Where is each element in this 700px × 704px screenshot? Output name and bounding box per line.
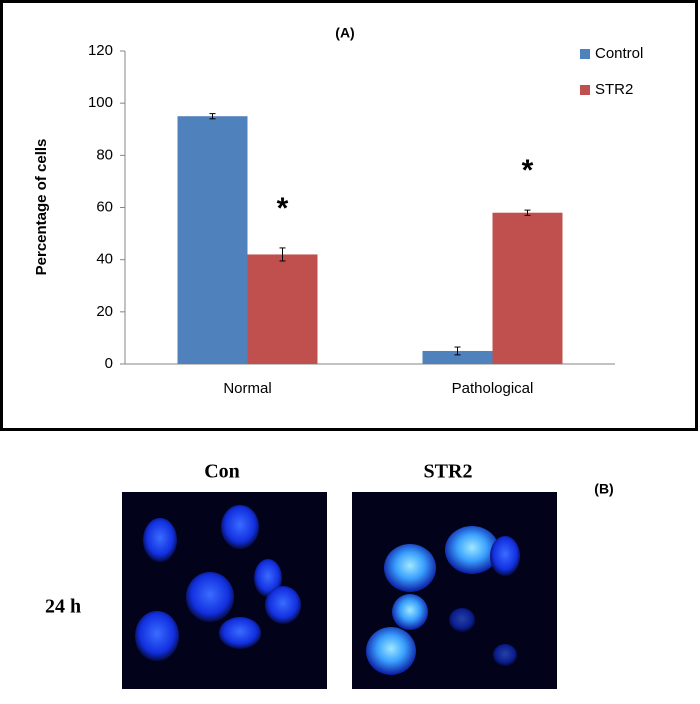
row-label: 24 h <box>45 596 81 618</box>
column-label: Con <box>204 461 240 483</box>
error-bar <box>524 209 531 216</box>
bar <box>492 212 563 364</box>
error-bar <box>454 346 461 356</box>
bar <box>247 254 318 364</box>
significance-mark: * <box>277 192 289 225</box>
x-tick-label: Normal <box>223 380 271 397</box>
error-bar <box>279 247 286 262</box>
chart-title: (A) <box>335 25 354 41</box>
y-tick-label: 80 <box>96 146 113 163</box>
bar <box>177 116 248 364</box>
x-tick-label: Pathological <box>452 380 534 397</box>
significance-mark: * <box>522 154 534 187</box>
legend-swatch <box>580 49 590 59</box>
panel-a-border <box>0 0 698 431</box>
micrograph-con <box>122 492 327 689</box>
bar <box>422 350 493 364</box>
micrograph-str2 <box>352 492 557 689</box>
column-label: STR2 <box>424 461 473 483</box>
y-tick-label: 0 <box>105 355 113 372</box>
legend-label: Control <box>595 45 643 62</box>
y-tick-label: 60 <box>96 198 113 215</box>
error-bar <box>209 113 216 120</box>
y-tick-label: 100 <box>88 94 113 111</box>
y-tick-label: 40 <box>96 251 113 268</box>
y-tick-label: 20 <box>96 303 113 320</box>
panel-b-label: (B) <box>594 481 613 497</box>
legend-label: STR2 <box>595 81 633 98</box>
y-tick-label: 120 <box>88 42 113 59</box>
y-axis-label: Percentage of cells <box>33 139 50 276</box>
legend-swatch <box>580 85 590 95</box>
